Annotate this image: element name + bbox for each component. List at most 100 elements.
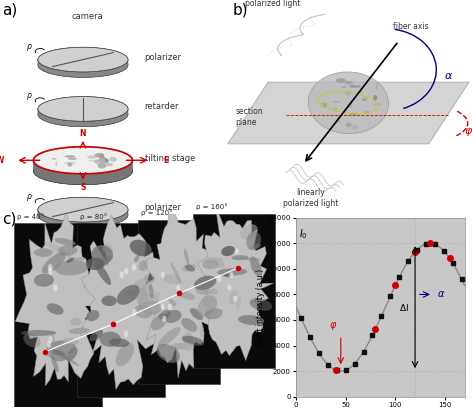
Text: $I_0$: $I_0$: [299, 227, 308, 241]
Ellipse shape: [176, 284, 181, 291]
Ellipse shape: [141, 301, 162, 315]
Ellipse shape: [341, 86, 347, 88]
Text: polarizer: polarizer: [145, 53, 182, 62]
Ellipse shape: [44, 241, 73, 259]
Ellipse shape: [86, 258, 104, 270]
Ellipse shape: [48, 268, 53, 275]
Text: b): b): [232, 2, 248, 17]
Polygon shape: [38, 109, 128, 127]
Ellipse shape: [137, 311, 146, 314]
Ellipse shape: [124, 330, 128, 337]
Ellipse shape: [233, 296, 237, 302]
Ellipse shape: [101, 296, 117, 306]
Ellipse shape: [48, 336, 53, 343]
Ellipse shape: [38, 53, 128, 77]
Ellipse shape: [69, 257, 86, 261]
Ellipse shape: [38, 97, 128, 121]
Text: ρ = 160°: ρ = 160°: [196, 203, 228, 210]
Ellipse shape: [161, 303, 165, 310]
Ellipse shape: [94, 153, 104, 157]
Ellipse shape: [229, 272, 234, 278]
Ellipse shape: [50, 348, 80, 366]
Ellipse shape: [95, 159, 102, 164]
Ellipse shape: [373, 95, 377, 101]
Ellipse shape: [229, 291, 237, 305]
Ellipse shape: [144, 274, 155, 283]
Ellipse shape: [138, 288, 147, 309]
Ellipse shape: [149, 284, 154, 298]
Ellipse shape: [38, 102, 128, 127]
Text: retarder: retarder: [145, 102, 179, 111]
Text: c): c): [2, 212, 17, 226]
Ellipse shape: [168, 299, 176, 306]
Ellipse shape: [34, 248, 53, 257]
Ellipse shape: [333, 101, 341, 103]
Ellipse shape: [163, 275, 181, 284]
Ellipse shape: [341, 105, 350, 111]
Ellipse shape: [168, 304, 172, 310]
Ellipse shape: [210, 289, 218, 294]
Ellipse shape: [228, 284, 231, 291]
Ellipse shape: [52, 158, 57, 159]
Ellipse shape: [51, 356, 59, 372]
Ellipse shape: [64, 162, 76, 164]
Ellipse shape: [55, 260, 89, 275]
Ellipse shape: [240, 224, 258, 239]
Ellipse shape: [335, 120, 341, 122]
Text: fiber axis: fiber axis: [393, 22, 429, 31]
Text: camera: camera: [72, 12, 103, 21]
Ellipse shape: [49, 350, 67, 361]
Ellipse shape: [364, 116, 366, 119]
Ellipse shape: [249, 244, 261, 249]
Ellipse shape: [66, 258, 74, 263]
Ellipse shape: [134, 279, 152, 291]
Ellipse shape: [67, 162, 73, 166]
Text: $\varphi$: $\varphi$: [465, 125, 474, 138]
Ellipse shape: [47, 303, 64, 315]
Ellipse shape: [171, 262, 182, 284]
Ellipse shape: [109, 338, 129, 347]
Ellipse shape: [124, 268, 128, 275]
Ellipse shape: [124, 290, 159, 303]
Text: ρ = 80°: ρ = 80°: [80, 213, 108, 219]
Ellipse shape: [58, 245, 77, 256]
Ellipse shape: [38, 47, 128, 72]
Polygon shape: [33, 160, 132, 185]
Ellipse shape: [324, 104, 326, 108]
Ellipse shape: [87, 155, 98, 159]
Ellipse shape: [181, 318, 197, 332]
Ellipse shape: [90, 330, 103, 341]
Ellipse shape: [350, 113, 357, 115]
Text: $\rho$: $\rho$: [27, 192, 33, 203]
Ellipse shape: [185, 265, 195, 272]
Text: N: N: [80, 129, 86, 138]
Ellipse shape: [182, 336, 204, 346]
Polygon shape: [81, 215, 162, 390]
Ellipse shape: [46, 334, 55, 357]
Polygon shape: [141, 209, 219, 378]
Ellipse shape: [102, 244, 113, 254]
Ellipse shape: [99, 158, 108, 160]
Ellipse shape: [162, 316, 166, 322]
Ellipse shape: [33, 157, 132, 185]
Text: W: W: [0, 156, 4, 165]
Ellipse shape: [170, 343, 186, 350]
Ellipse shape: [195, 288, 212, 295]
Ellipse shape: [375, 83, 378, 90]
Ellipse shape: [151, 314, 167, 330]
Ellipse shape: [346, 122, 352, 127]
Text: $\varphi$: $\varphi$: [328, 321, 337, 332]
Text: ρ = 120°: ρ = 120°: [141, 209, 173, 216]
Ellipse shape: [184, 249, 189, 265]
Ellipse shape: [202, 296, 217, 309]
Ellipse shape: [70, 318, 82, 326]
Ellipse shape: [204, 308, 223, 319]
Ellipse shape: [158, 327, 181, 347]
Ellipse shape: [68, 328, 90, 334]
Ellipse shape: [181, 343, 194, 351]
Ellipse shape: [132, 264, 136, 271]
Ellipse shape: [53, 284, 58, 291]
Ellipse shape: [182, 332, 193, 350]
Ellipse shape: [100, 159, 109, 164]
Ellipse shape: [38, 197, 128, 222]
